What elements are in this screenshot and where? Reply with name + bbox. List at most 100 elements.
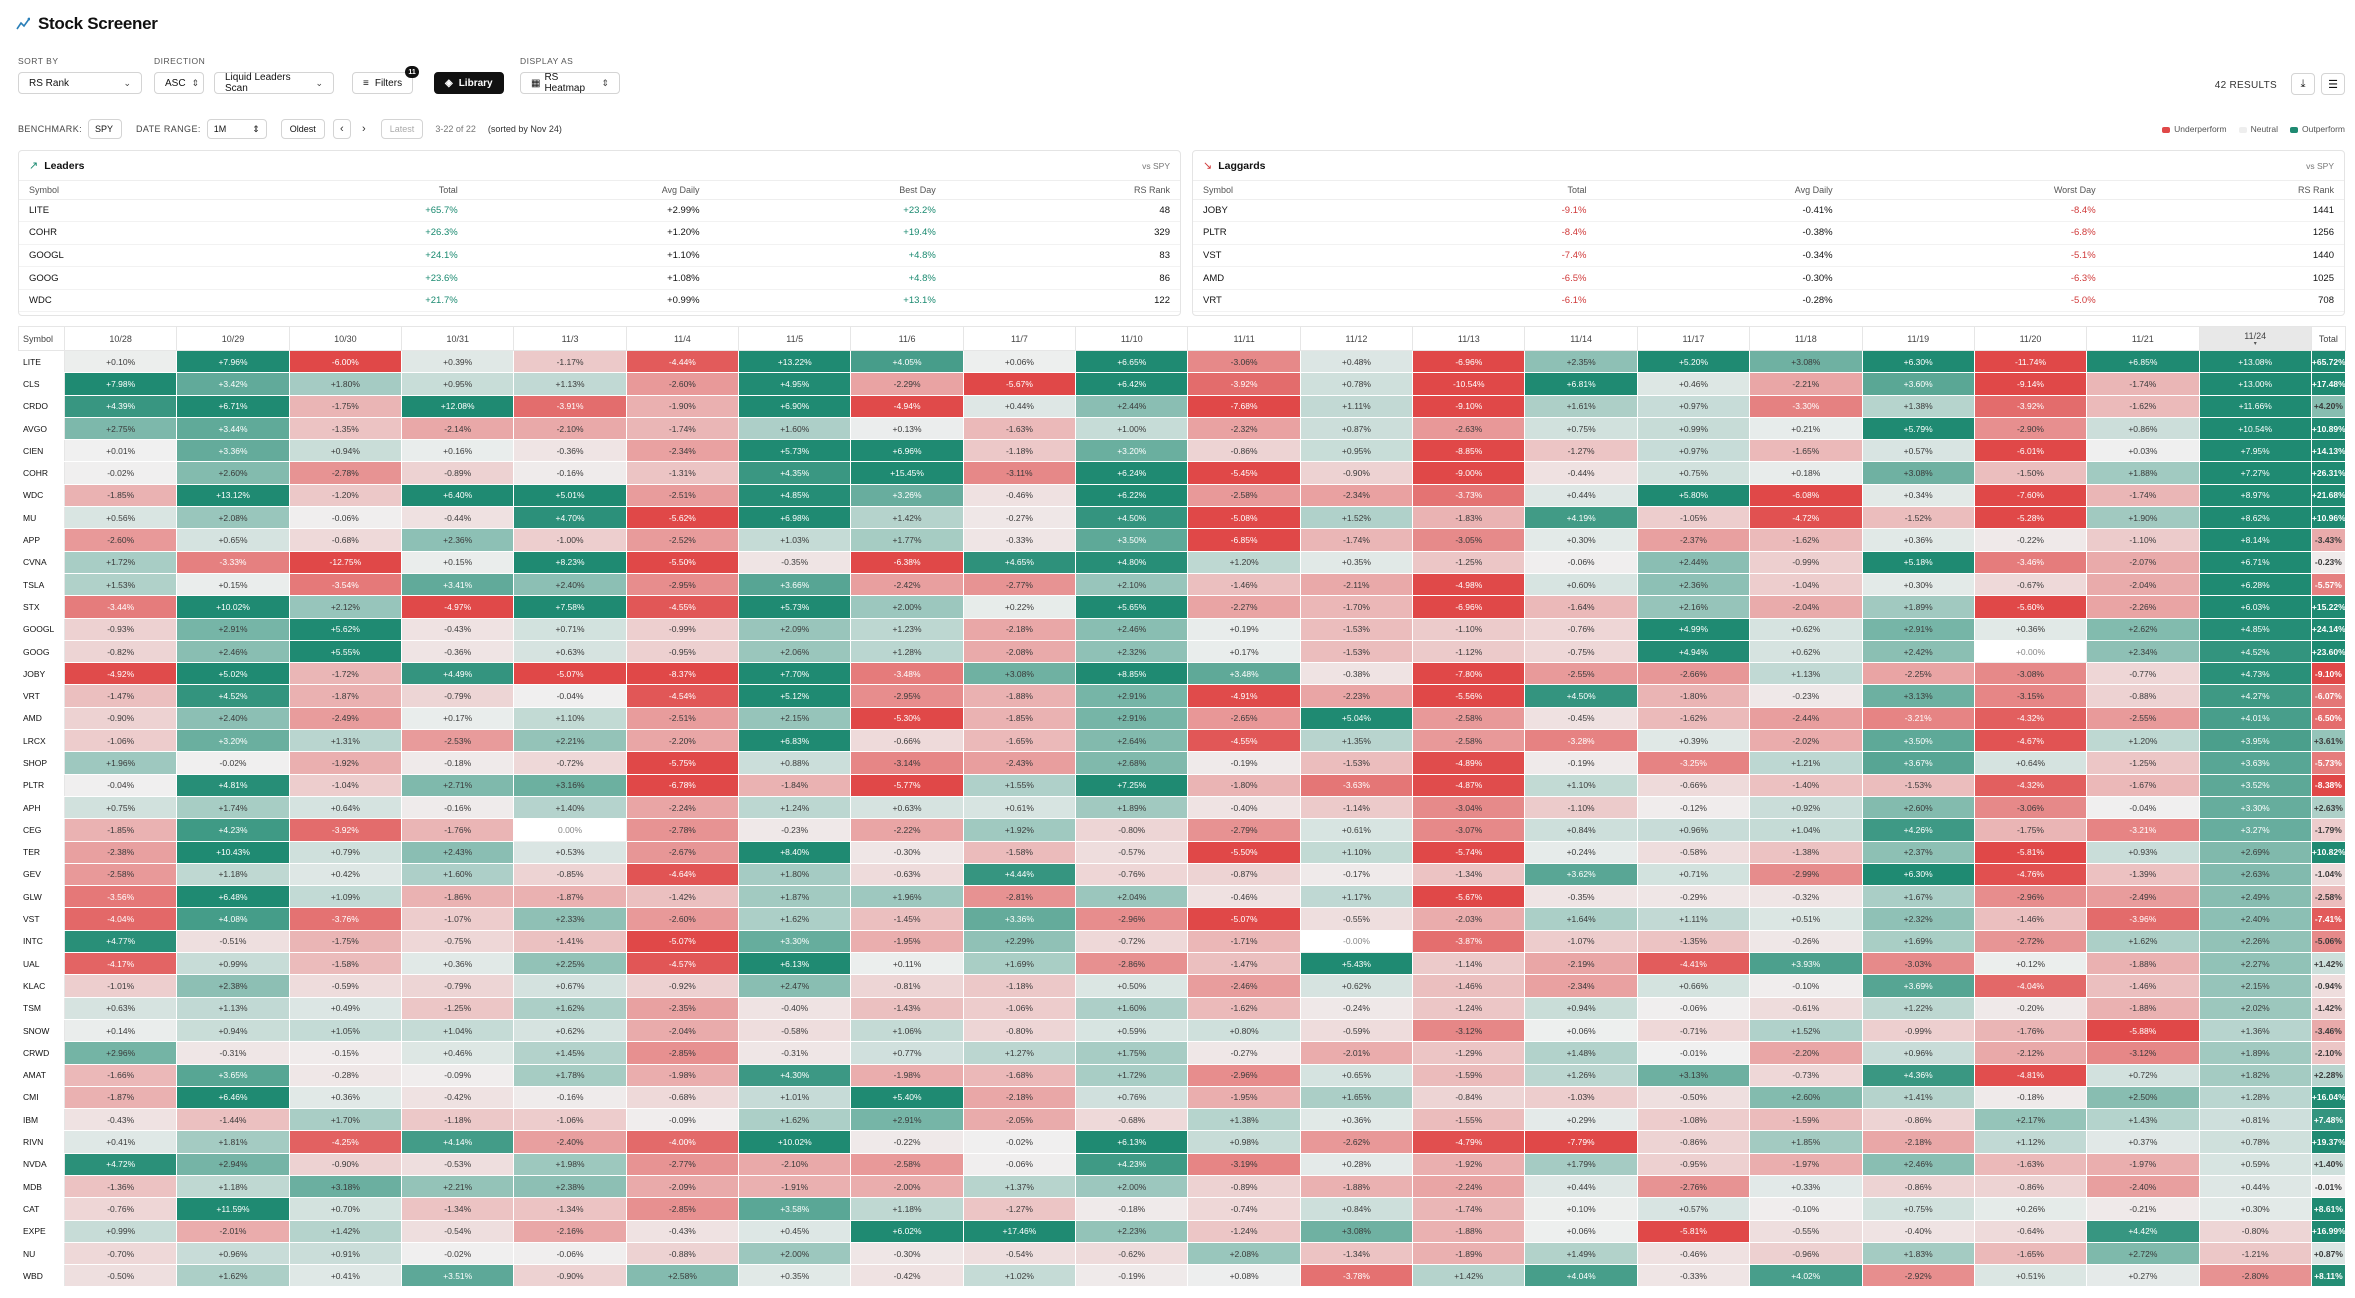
heatmap-symbol[interactable]: CAT xyxy=(18,1197,65,1221)
heatmap-row[interactable]: SNOW +0.14% +0.94% +1.05% +1.04% +0.62% -2.04%… xyxy=(18,1018,2346,1043)
heatmap-row[interactable]: JOBY -4.92% +5.02% -1.72% +4.49% -5.07% -8.37%… xyxy=(18,662,2346,686)
heatmap-symbol[interactable]: INTC xyxy=(18,929,65,954)
heatmap-row[interactable]: AMD -0.90% +2.40% -2.49% +0.17% +1.10% -2.51% +… xyxy=(18,706,2346,731)
heatmap-symbol[interactable]: CIEN xyxy=(18,439,65,463)
heatmap-row[interactable]: PLTR -0.04% +4.81% -1.04% +2.71% +3.16% -6.78%… xyxy=(18,773,2346,797)
heatmap-symbol[interactable]: TSLA xyxy=(18,572,65,597)
heatmap-symbol[interactable]: APH xyxy=(18,795,65,820)
next-button[interactable]: › xyxy=(355,119,373,139)
benchmark-input[interactable]: SPY xyxy=(88,119,123,139)
heatmap-symbol[interactable]: APP xyxy=(18,528,65,552)
column-header[interactable]: Total xyxy=(1405,181,1597,200)
oldest-button[interactable]: Oldest xyxy=(280,119,325,139)
heatmap-row[interactable]: WDC -1.85% +13.12% -1.20% +6.40% +5.01% -2.51%… xyxy=(18,483,2346,508)
heatmap-row[interactable]: CLS +7.98% +3.42% +1.80% +0.95% +1.13% -2.60% +… xyxy=(18,372,2346,396)
total-column-header[interactable]: Total xyxy=(2310,326,2346,351)
heatmap-row[interactable]: UAL -4.17% +0.99% -1.58% +0.36% +2.25% -4.57% +… xyxy=(18,952,2346,976)
heatmap-row[interactable]: NVDA +4.72% +2.94% -0.90% -0.53% +1.98% -2.77%… xyxy=(18,1152,2346,1176)
heatmap-row[interactable]: VST -4.04% +4.08% -3.76% -1.07% +2.33% -2.60% +… xyxy=(18,907,2346,931)
table-row[interactable]: AMD -6.5% -0.30% -6.3% 1025 xyxy=(1193,266,2344,290)
date-column-header[interactable]: 11/13 xyxy=(1412,326,1526,351)
date-column-header[interactable]: 11/17 xyxy=(1636,326,1751,351)
heatmap-symbol[interactable]: SNOW xyxy=(18,1018,65,1043)
heatmap-symbol[interactable]: NU xyxy=(18,1241,65,1266)
heatmap-row[interactable]: LITE +0.10% +7.96% -6.00% +0.39% -1.17% -4.44%… xyxy=(18,349,2346,374)
prev-button[interactable]: ‹ xyxy=(332,119,351,139)
heatmap-row[interactable]: APP -2.60% +0.65% -0.68% +2.36% -1.00% -2.52% +… xyxy=(18,528,2346,552)
heatmap-symbol[interactable]: UAL xyxy=(18,952,65,976)
heatmap-symbol[interactable]: SHOP xyxy=(18,751,65,775)
table-row[interactable]: VST -7.4% -0.34% -5.1% 1440 xyxy=(1193,244,2344,268)
column-header[interactable]: RS Rank xyxy=(2105,181,2344,200)
symbol-column-header[interactable]: Symbol xyxy=(18,326,65,351)
heatmap-row[interactable]: CEG -1.85% +4.23% -3.92% -1.76% 0.00% -2.78% -0… xyxy=(18,818,2346,842)
heatmap-symbol[interactable]: GLW xyxy=(18,885,65,909)
date-column-header[interactable]: 11/19 xyxy=(1861,326,1975,351)
column-header[interactable]: Symbol xyxy=(19,181,249,200)
heatmap-symbol[interactable]: VRT xyxy=(18,684,65,708)
heatmap-row[interactable]: STX -3.44% +10.02% +2.12% -4.97% +7.58% -4.55%… xyxy=(18,595,2346,619)
heatmap-row[interactable]: MU +0.56% +2.08% -0.06% -0.44% +4.70% -5.62% +6… xyxy=(18,506,2346,530)
date-column-header[interactable]: 11/12 xyxy=(1299,326,1414,351)
heatmap-row[interactable]: EXPE +0.99% -2.01% +1.42% -0.54% -2.16% -0.43%… xyxy=(18,1219,2346,1243)
date-column-header[interactable]: 10/31 xyxy=(401,326,515,351)
heatmap-row[interactable]: TER -2.38% +10.43% +0.79% +2.43% +0.53% -2.67%… xyxy=(18,840,2346,864)
heatmap-row[interactable]: CMI -1.87% +6.46% +0.36% -0.42% -0.16% -0.68% +… xyxy=(18,1085,2346,1110)
heatmap-symbol[interactable]: WDC xyxy=(18,483,65,508)
heatmap-row[interactable]: TSLA +1.53% +0.15% -3.54% +3.41% +2.40% -2.95%… xyxy=(18,572,2346,597)
heatmap-symbol[interactable]: CEG xyxy=(18,818,65,842)
heatmap-symbol[interactable]: EXPE xyxy=(18,1219,65,1243)
heatmap-symbol[interactable]: IBM xyxy=(18,1108,65,1132)
heatmap-symbol[interactable]: LITE xyxy=(18,349,65,374)
heatmap-row[interactable]: MDB -1.36% +1.18% +3.18% +2.21% +2.38% -2.09% -… xyxy=(18,1174,2346,1199)
heatmap-row[interactable]: IBM -0.43% -1.44% +1.70% -1.18% -1.06% -0.09% +… xyxy=(18,1108,2346,1132)
heatmap-symbol[interactable]: JOBY xyxy=(18,662,65,686)
table-row[interactable]: VRT -6.1% -0.28% -5.0% 708 xyxy=(1193,289,2344,313)
heatmap-symbol[interactable]: CRWD xyxy=(18,1041,65,1065)
column-header[interactable]: Avg Daily xyxy=(467,181,710,200)
sort-by-select[interactable]: RS Rank ⌄ xyxy=(18,72,142,94)
heatmap-symbol[interactable]: TSM xyxy=(18,996,65,1020)
heatmap-symbol[interactable]: COHR xyxy=(18,461,65,485)
heatmap-symbol[interactable]: RIVN xyxy=(18,1130,65,1154)
heatmap-symbol[interactable]: GOOG xyxy=(18,639,65,664)
heatmap-symbol[interactable]: AMAT xyxy=(18,1063,65,1087)
heatmap-row[interactable]: NU -0.70% +0.96% +0.91% -0.02% -0.06% -0.88% +2… xyxy=(18,1241,2346,1266)
heatmap-row[interactable]: COHR -0.02% +2.60% -2.78% -0.89% -0.16% -1.31%… xyxy=(18,461,2346,485)
filters-button[interactable]: ≡ Filters 11 xyxy=(352,66,420,94)
display-as-select[interactable]: ▦ RS Heatmap ⇕ xyxy=(520,72,620,94)
heatmap-row[interactable]: CIEN +0.01% +3.36% +0.94% +0.16% -0.36% -2.34%… xyxy=(18,439,2346,463)
heatmap-symbol[interactable]: PLTR xyxy=(18,773,65,797)
scan-select[interactable]: Liquid Leaders Scan ⌄ xyxy=(214,72,334,94)
heatmap-row[interactable]: APH +0.75% +1.74% +0.64% -0.16% +1.40% -2.24% +… xyxy=(18,795,2346,820)
heatmap-row[interactable]: GOOGL -0.93% +2.91% +5.62% -0.43% +0.71% -0.99… xyxy=(18,617,2346,641)
date-column-header[interactable]: 11/24 ▾ xyxy=(2198,326,2312,351)
date-column-header[interactable]: 10/30 xyxy=(288,326,403,351)
heatmap-symbol[interactable]: MU xyxy=(18,506,65,530)
table-row[interactable]: GOOG +23.6% +1.08% +4.8% 86 xyxy=(19,266,1180,290)
table-row[interactable]: COHR +26.3% +1.20% +19.4% 329 xyxy=(19,221,1180,245)
heatmap-row[interactable]: AMAT -1.66% +3.65% -0.28% -0.09% +1.78% -1.98%… xyxy=(18,1063,2346,1087)
heatmap-row[interactable]: CVNA +1.72% -3.33% -12.75% +0.15% +8.23% -5.50… xyxy=(18,550,2346,574)
column-header[interactable]: RS Rank xyxy=(945,181,1180,200)
table-row[interactable]: WDC +21.7% +0.99% +13.1% 122 xyxy=(19,289,1180,313)
heatmap-row[interactable]: VRT -1.47% +4.52% -1.87% -0.79% -0.04% -4.54% +… xyxy=(18,684,2346,708)
heatmap-row[interactable]: CAT -0.76% +11.59% +0.70% -1.34% -1.34% -2.85%… xyxy=(18,1197,2346,1221)
date-column-header[interactable]: 11/7 xyxy=(962,326,1077,351)
heatmap-row[interactable]: WBD -0.50% +1.62% +0.41% +3.51% -0.90% +2.58% +… xyxy=(18,1264,2346,1288)
heatmap-symbol[interactable]: AMD xyxy=(18,706,65,731)
heatmap-row[interactable]: GEV -2.58% +1.18% +0.42% +1.60% -0.85% -4.64% +… xyxy=(18,862,2346,887)
heatmap-row[interactable]: CRDO +4.39% +6.71% -1.75% +12.08% -3.91% -1.90… xyxy=(18,394,2346,418)
heatmap-symbol[interactable]: STX xyxy=(18,595,65,619)
heatmap-symbol[interactable]: TER xyxy=(18,840,65,864)
date-column-header[interactable]: 11/5 xyxy=(738,326,852,351)
heatmap-symbol[interactable]: GOOGL xyxy=(18,617,65,641)
heatmap-row[interactable]: KLAC -1.01% +2.38% -0.59% -0.79% +0.67% -0.92%… xyxy=(18,974,2346,998)
heatmap-row[interactable]: GLW -3.56% +6.48% +1.09% -1.86% -1.87% -1.42% +… xyxy=(18,885,2346,909)
heatmap-row[interactable]: RIVN +0.41% +1.81% -4.25% +4.14% -2.40% -4.00%… xyxy=(18,1130,2346,1154)
heatmap-row[interactable]: AVGO +2.75% +3.44% -1.35% -2.14% -2.10% -1.74%… xyxy=(18,416,2346,441)
columns-button[interactable]: ☰ xyxy=(2321,73,2345,95)
heatmap-row[interactable]: CRWD +2.96% -0.31% -0.15% +0.46% +1.45% -2.85%… xyxy=(18,1041,2346,1065)
date-column-header[interactable]: 11/6 xyxy=(850,326,964,351)
heatmap-symbol[interactable]: AVGO xyxy=(18,416,65,441)
